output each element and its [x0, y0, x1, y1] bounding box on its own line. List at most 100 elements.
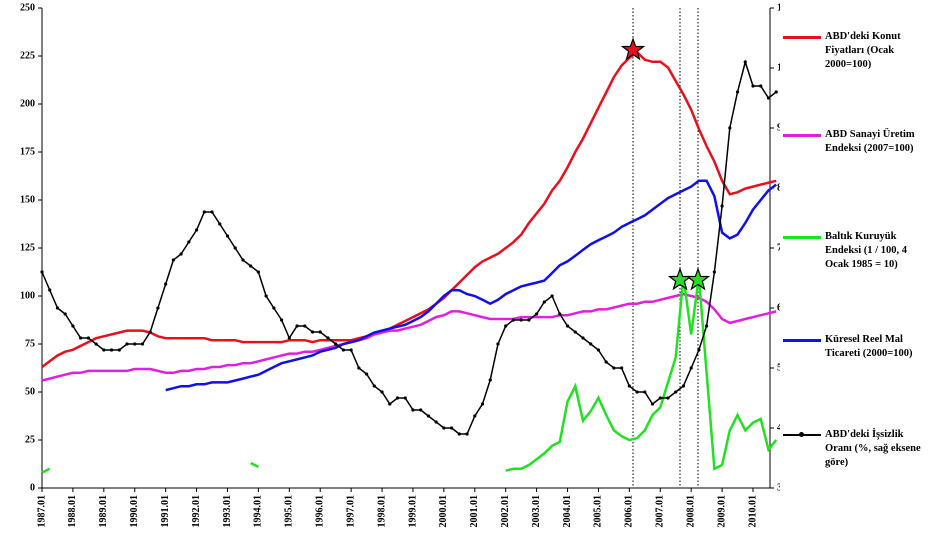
series-marker	[395, 396, 400, 400]
x-tick-label: 1993.01	[222, 495, 233, 528]
series-marker	[627, 384, 631, 388]
chart: 0 25 50 75 100 125 150 175 200 225 250 3 4 5 6 7 8 9 10 11 1…	[20, 2, 780, 528]
series-marker	[295, 324, 299, 328]
y-tick-label: 250	[20, 2, 35, 13]
series-marker	[94, 342, 98, 346]
annotations	[632, 8, 699, 488]
legend-label: ABD'deki Konut Fiyatları (Ocak 2000=100)	[825, 31, 901, 70]
x-tick-label: 1991.01	[160, 495, 171, 528]
series-marker	[364, 372, 369, 376]
series-marker	[728, 126, 732, 130]
y2-tick-label: 3	[777, 482, 780, 493]
legend-item: ABD'deki Konut Fiyatları (Ocak 2000=100)	[783, 30, 933, 72]
y2-tick-label: 9	[777, 122, 780, 133]
series-marker	[419, 408, 423, 412]
x-tick-label: 2005.01	[593, 495, 604, 528]
series-marker	[310, 330, 315, 334]
y-tick-label: 50	[25, 386, 35, 397]
x-tick-label: 1995.01	[284, 495, 295, 528]
series-marker	[766, 96, 771, 100]
series-marker	[225, 234, 230, 238]
y-tick-label: 125	[20, 242, 35, 253]
series-marker	[249, 264, 253, 268]
series-marker	[527, 318, 531, 322]
series-marker	[774, 90, 778, 94]
series-marker	[535, 312, 539, 316]
series-marker	[705, 324, 709, 328]
series-marker	[511, 318, 516, 322]
x-tick-label: 2001.01	[469, 495, 480, 528]
series-marker	[596, 348, 601, 352]
series-marker	[148, 330, 152, 334]
series-line	[41, 50, 777, 369]
y-tick-label: 0	[30, 482, 35, 493]
series-marker	[109, 348, 114, 352]
legend-swatch	[783, 236, 821, 239]
series-marker	[449, 426, 454, 430]
series-marker	[457, 432, 461, 436]
series-marker	[681, 384, 686, 388]
x-tick-label: 1999.01	[407, 495, 418, 528]
y-tick-label: 175	[20, 146, 35, 157]
series-marker	[264, 294, 268, 298]
y2-tick-label: 4	[777, 422, 780, 433]
y-tick-label: 225	[20, 50, 35, 61]
series-line	[41, 467, 51, 474]
series-marker	[759, 84, 763, 88]
y2-tick-label: 10	[777, 62, 780, 73]
x-tick-label: 1998.01	[376, 495, 387, 528]
series-marker	[558, 312, 562, 316]
y2-tick-label: 6	[777, 302, 780, 313]
star-marker	[685, 267, 711, 291]
series-marker	[156, 306, 160, 310]
y-tick-label: 150	[20, 194, 35, 205]
series-marker	[488, 378, 492, 382]
legend-item: ABD Sanayi Üretim Endeksi (2007=100)	[783, 128, 933, 156]
y2-tick-label: 7	[777, 242, 780, 253]
series-line	[250, 461, 259, 469]
x-tick-label: 2008.01	[685, 495, 696, 528]
series-marker	[519, 318, 523, 322]
series-marker	[202, 210, 206, 214]
series-marker	[689, 366, 693, 370]
x-tick-label: 2000.01	[438, 495, 449, 528]
series-marker	[550, 294, 554, 298]
series-marker	[480, 402, 485, 406]
series-marker	[720, 204, 724, 208]
legend-item: ABD'deki İşsizlik Oranı (%, sağ eksene g…	[783, 428, 933, 470]
series-marker	[194, 228, 199, 232]
series-marker	[635, 390, 639, 394]
y-tick-label: 25	[25, 434, 35, 445]
legend-swatch	[783, 432, 821, 437]
series-marker	[279, 318, 284, 322]
series-marker	[542, 300, 546, 304]
y2-tick-label: 8	[777, 182, 780, 193]
legend-item: Küresel Reel Mal Ticareti (2000=100)	[783, 333, 933, 361]
x-tick-label: 1992.01	[191, 495, 202, 528]
y-tick-label: 100	[20, 290, 35, 301]
series-marker	[187, 240, 191, 244]
series-line	[41, 292, 777, 382]
series-marker	[140, 342, 145, 346]
series-marker	[650, 402, 655, 406]
series-marker	[55, 306, 60, 310]
series-marker	[241, 258, 245, 262]
series-marker	[63, 312, 67, 316]
series-marker	[411, 408, 415, 412]
series-marker	[565, 324, 570, 328]
series-line	[41, 59, 777, 435]
series-marker	[496, 342, 500, 346]
series-marker	[357, 366, 361, 370]
series-marker	[712, 270, 716, 274]
series-marker	[465, 432, 469, 436]
x-tick-label: 1997.01	[345, 495, 356, 528]
series-marker	[102, 348, 106, 352]
x-tick-label: 2002.01	[500, 495, 511, 528]
series-marker	[71, 324, 75, 328]
series-marker	[272, 306, 276, 310]
x-tick-label: 2003.01	[531, 495, 542, 528]
series-marker	[79, 336, 83, 340]
x-tick-label: 2009.01	[716, 495, 727, 528]
series-marker	[233, 246, 237, 250]
series-marker	[751, 84, 755, 88]
